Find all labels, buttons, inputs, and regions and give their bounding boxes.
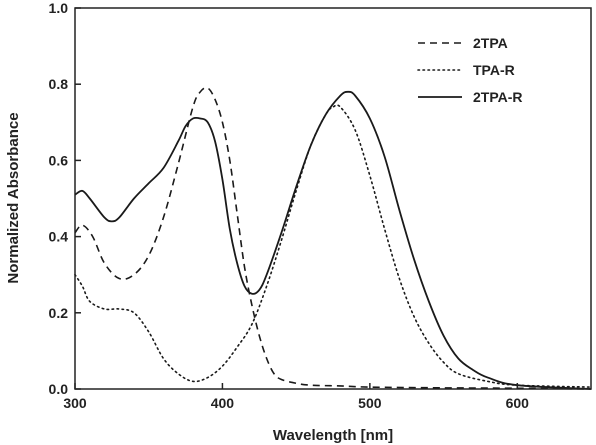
legend-label-2tpa: 2TPA [473, 35, 508, 51]
y-tick-label: 0.0 [49, 381, 69, 397]
y-tick-label: 0.8 [49, 76, 69, 92]
series-line-2tpa-r [74, 90, 592, 390]
y-tick-label: 0.4 [49, 229, 69, 245]
legend: 2TPA TPA-R 2TPA-R [417, 35, 523, 105]
x-tick-label: 400 [211, 395, 235, 411]
y-tick-label: 1.0 [49, 0, 69, 16]
x-tick-label: 600 [506, 395, 530, 411]
ticks-layer: 300 400 500 600 0.0 0.2 0.4 0.6 0.8 1.0 [49, 0, 530, 411]
y-tick-label: 0.6 [49, 152, 69, 168]
series-layer [74, 86, 592, 390]
x-tick-label: 300 [63, 395, 87, 411]
y-axis-title: Normalized Absorbance [5, 112, 22, 283]
x-axis-title: Wavelength [nm] [273, 427, 393, 444]
y-tick-label: 0.2 [49, 305, 69, 321]
x-tick-label: 500 [358, 395, 382, 411]
legend-label-tpa-r: TPA-R [473, 62, 515, 78]
plot-frame [74, 7, 592, 390]
series-line-2tpa [74, 86, 592, 390]
series-line-tpa-r [74, 104, 592, 388]
legend-label-2tpa-r: 2TPA-R [473, 89, 523, 105]
